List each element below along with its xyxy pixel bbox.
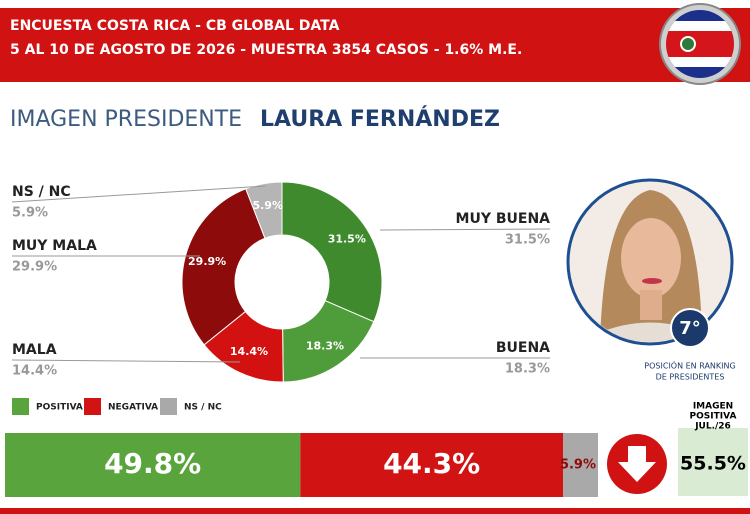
portrait: 7° POSICIÓN EN RANKING DE PRESIDENTES <box>566 178 736 382</box>
bar-segment <box>5 433 301 497</box>
title-name: LAURA FERNÁNDEZ <box>260 106 500 132</box>
legend-swatch <box>12 398 29 415</box>
title-prefix: IMAGEN PRESIDENTE <box>10 107 242 132</box>
category-label: MUY MALA <box>12 238 97 254</box>
comparison-label: JUL./26 <box>694 422 731 432</box>
donut-slice <box>281 181 383 323</box>
category-label: MALA <box>12 342 57 358</box>
slice-label: 29.9% <box>188 255 226 268</box>
leader-line <box>11 359 241 363</box>
ranking-caption: DE PRESIDENTES <box>656 373 725 382</box>
footer-band <box>0 508 750 514</box>
ranking-caption: POSICIÓN EN RANKING <box>644 360 735 371</box>
donut-slice <box>181 188 266 346</box>
bar-label: 5.9% <box>560 458 596 473</box>
donut-slice <box>245 181 283 239</box>
category-value: 18.3% <box>505 362 550 377</box>
category-label: NS / NC <box>12 184 71 200</box>
leader-line <box>379 228 551 231</box>
comparison-box <box>678 428 748 496</box>
header-line: ENCUESTA COSTA RICA - CB GLOBAL DATA <box>10 18 340 34</box>
category-label: BUENA <box>496 340 550 356</box>
legend-swatch <box>160 398 177 415</box>
bar-segment <box>300 433 564 497</box>
category-value: 14.4% <box>12 364 57 379</box>
legend-label: NS / NC <box>184 403 222 413</box>
leader-line <box>11 185 266 203</box>
category-value: 31.5% <box>505 233 550 248</box>
comparison-value: 55.5% <box>680 453 746 475</box>
legend-label: NEGATIVA <box>108 403 158 413</box>
comparison-label: POSITIVA <box>690 412 737 422</box>
ranking-position: 7° <box>679 318 701 339</box>
bar-label: 44.3% <box>383 447 480 480</box>
legend-label: POSITIVA <box>36 403 83 413</box>
trend-arrow-icon <box>618 446 656 482</box>
header-band <box>0 8 750 82</box>
category-value: 5.9% <box>12 206 48 221</box>
flag <box>659 3 741 85</box>
slice-label: 18.3% <box>306 340 344 353</box>
header-line: 5 AL 10 DE AGOSTO DE 2026 - MUESTRA 3854… <box>10 42 522 58</box>
legend-swatch <box>84 398 101 415</box>
slice-label: 14.4% <box>230 345 268 358</box>
bar-label: 49.8% <box>104 447 201 480</box>
category-value: 29.9% <box>12 260 57 275</box>
category-label: MUY BUENA <box>456 211 551 227</box>
slice-label: 31.5% <box>328 232 366 245</box>
slice-label: 5.9% <box>252 199 283 212</box>
bar-segment <box>563 433 598 497</box>
comparison-label: IMAGEN <box>693 402 733 412</box>
